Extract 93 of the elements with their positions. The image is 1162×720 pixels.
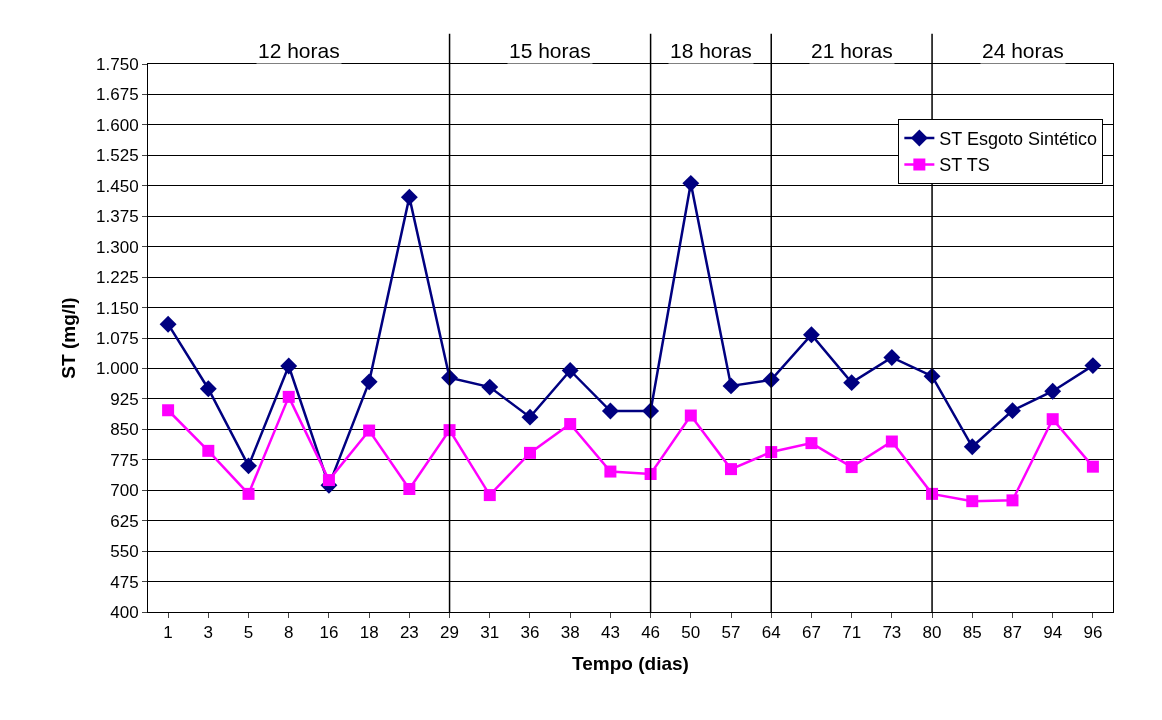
point <box>966 495 979 508</box>
point <box>682 174 700 192</box>
x-tick-label: 87 <box>1003 623 1022 643</box>
x-tick-label: 18 <box>359 623 379 643</box>
x-tick-label: 67 <box>801 623 821 643</box>
point <box>1044 382 1062 400</box>
y-tick-label: 1.300 <box>96 237 139 257</box>
point <box>885 435 898 448</box>
text: 15 horas <box>509 39 591 62</box>
point <box>159 315 177 333</box>
point <box>845 461 858 474</box>
y-tick-label: 475 <box>110 572 139 592</box>
text: 18 horas <box>670 39 752 62</box>
legend-label: ST Esgoto Sintético <box>939 129 1098 150</box>
point <box>1084 357 1102 375</box>
point <box>400 188 418 206</box>
text: 21 horas <box>811 39 893 62</box>
point <box>1086 460 1099 473</box>
y-tick-label: 1.075 <box>96 328 139 348</box>
point <box>523 446 536 459</box>
y-tick-label: 550 <box>110 542 139 562</box>
x-tick-label: 94 <box>1043 623 1063 643</box>
point <box>805 437 818 450</box>
y-tick-label: 1.150 <box>96 298 139 318</box>
y-tick-label: 1.375 <box>96 207 139 227</box>
x-tick-label: 31 <box>480 623 500 643</box>
y-tick-label: 1.450 <box>96 176 139 196</box>
point <box>483 489 496 502</box>
x-tick-label: 1 <box>163 623 173 643</box>
point <box>481 378 499 396</box>
point <box>443 424 456 437</box>
y-tick-label: 1.600 <box>96 115 139 135</box>
text: 24 horas <box>982 39 1064 62</box>
text: 12 horas <box>258 39 340 62</box>
x-tick-label: 73 <box>882 623 902 643</box>
x-tick-label: 16 <box>319 623 339 643</box>
point <box>644 467 657 480</box>
point <box>1004 402 1021 420</box>
point <box>883 349 901 366</box>
y-tick-label: 1.225 <box>96 268 139 288</box>
x-tick-label: 71 <box>842 623 862 643</box>
point <box>1046 413 1059 426</box>
point <box>403 483 416 495</box>
point <box>963 438 981 456</box>
x-tick-label: 50 <box>681 623 701 643</box>
point <box>360 373 378 391</box>
y-tick-label: 925 <box>110 389 139 409</box>
point <box>802 326 820 344</box>
point <box>601 402 619 420</box>
point <box>1006 494 1019 507</box>
point <box>199 380 217 398</box>
point <box>843 374 861 392</box>
x-axis-title: Tempo (dias) <box>572 653 689 675</box>
point <box>242 487 255 500</box>
y-tick-label: 850 <box>110 420 139 440</box>
x-tick-label: 43 <box>600 623 620 643</box>
x-tick-label: 36 <box>520 623 540 643</box>
x-tick-label: 46 <box>641 623 661 643</box>
point <box>564 418 577 431</box>
y-tick-label: 1.525 <box>96 146 139 166</box>
point <box>322 474 335 487</box>
y-tick-label: 700 <box>110 481 139 501</box>
point <box>162 404 175 417</box>
point <box>240 457 257 475</box>
y-axis-title: ST (mg/l) <box>57 297 79 379</box>
x-tick-label: 5 <box>243 623 254 643</box>
x-tick-label: 3 <box>203 623 214 643</box>
x-tick-label: 29 <box>440 623 460 643</box>
x-tick-label: 64 <box>761 623 781 643</box>
point <box>202 444 215 457</box>
point <box>684 409 697 422</box>
x-tick-label: 57 <box>721 623 741 643</box>
y-tick-label: 625 <box>110 511 139 531</box>
x-tick-label: 85 <box>962 623 982 643</box>
point <box>725 463 738 476</box>
point <box>722 377 740 395</box>
y-tick-label: 1.000 <box>96 359 139 379</box>
x-tick-label: 38 <box>560 623 580 643</box>
x-tick-label: 8 <box>284 623 294 643</box>
y-tick-label: 400 <box>110 602 139 622</box>
y-tick-label: 1.750 <box>96 54 139 74</box>
x-tick-label: 23 <box>399 623 419 643</box>
y-tick-label: 1.675 <box>96 85 139 105</box>
y-tick-label: 775 <box>110 450 139 470</box>
point <box>561 362 579 379</box>
point <box>363 424 376 437</box>
point <box>280 357 298 375</box>
point <box>282 390 295 403</box>
point <box>604 465 617 478</box>
x-tick-label: 96 <box>1083 623 1103 643</box>
point <box>521 408 539 426</box>
legend-label: ST TS <box>939 155 990 176</box>
x-tick-label: 80 <box>922 623 942 643</box>
